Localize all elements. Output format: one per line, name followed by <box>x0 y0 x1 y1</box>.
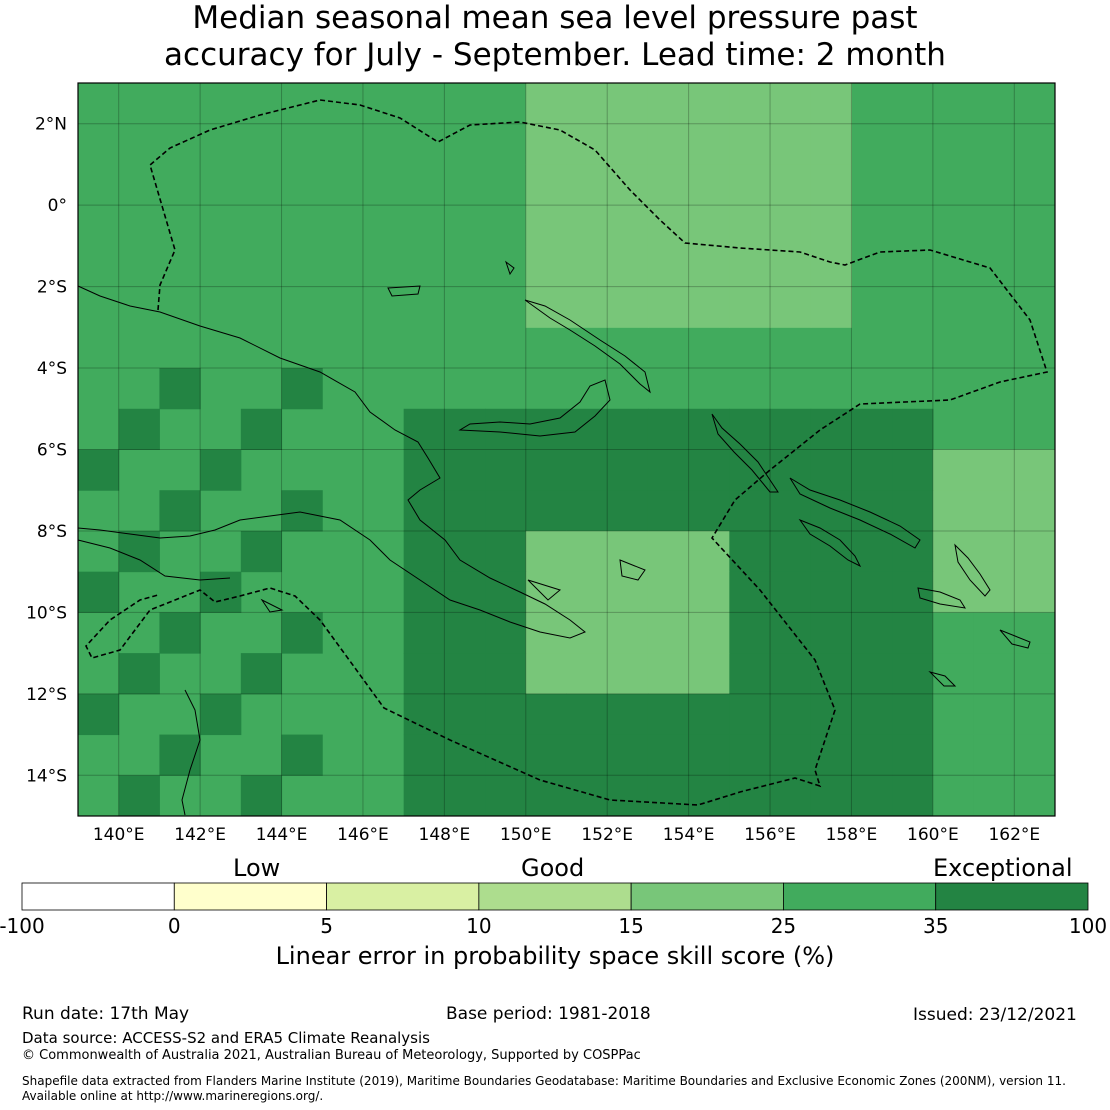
coastlines <box>77 260 1031 816</box>
lat-tick-label: 6°S <box>37 441 67 461</box>
lat-tick-label: 10°S <box>26 603 67 623</box>
colorbar-segment <box>478 882 632 911</box>
axis-tick-labels: 140°E 142°E 144°E 146°E 148°E 150°E 152°E 154°E… <box>26 115 1040 845</box>
colorbar-segment <box>783 882 937 911</box>
new-guinea-south-coast <box>77 539 231 581</box>
map-title: Median seasonal mean sea level pressure … <box>0 0 1110 74</box>
skill-score-map: 140°E 142°E 144°E 146°E 148°E 150°E 152°E 154°E… <box>26 82 1056 845</box>
map-gridlines <box>78 83 1055 816</box>
lon-tick-label: 156°E <box>744 825 796 845</box>
shapefile-credit-line-2: Available online at http://www.marinereg… <box>22 1089 324 1103</box>
lat-tick-label: 2°S <box>37 278 67 298</box>
legend-category-exceptional: Exceptional <box>933 854 1073 882</box>
colorbar-tick-label: 15 <box>618 914 643 938</box>
title-line-2: accuracy for July - September. Lead time… <box>164 37 946 73</box>
lon-tick-label: 146°E <box>337 825 389 845</box>
lon-tick-label: 148°E <box>419 825 471 845</box>
lat-tick-label: 12°S <box>26 685 67 705</box>
lat-tick-label: 14°S <box>26 766 67 786</box>
lon-tick-label: 150°E <box>500 825 552 845</box>
colorbar-tick-label: 0 <box>168 914 181 938</box>
lat-tick-label: 4°S <box>37 359 67 379</box>
map-frame <box>77 82 1056 817</box>
solomon-islands-coastline <box>789 477 921 549</box>
skill-grid-cells <box>78 83 1056 817</box>
new-britain-coastline <box>458 379 611 437</box>
colorbar-tick-label: 5 <box>320 914 333 938</box>
base-period: Base period: 1981-2018 <box>446 1004 651 1024</box>
colorbar-tick-label: 10 <box>466 914 491 938</box>
issued-date: Issued: 23/12/2021 <box>913 1005 1077 1025</box>
colorbar-segment <box>173 882 327 911</box>
lon-tick-label: 140°E <box>93 825 145 845</box>
lon-tick-label: 144°E <box>256 825 308 845</box>
colorbar-tick-label: -100 <box>0 914 45 938</box>
run-date: Run date: 17th May <box>22 1004 190 1024</box>
bougainville-coastline <box>711 413 779 493</box>
colorbar-title: Linear error in probability space skill … <box>275 942 835 970</box>
colorbar-segment <box>935 882 1089 911</box>
colorbar-segment <box>326 882 480 911</box>
eez-boundary <box>85 99 1049 806</box>
lon-tick-label: 152°E <box>581 825 633 845</box>
new-guinea-coastline <box>77 285 586 639</box>
colorbar-tick-label: 35 <box>923 914 948 938</box>
lon-tick-label: 142°E <box>174 825 226 845</box>
title-line-1: Median seasonal mean sea level pressure … <box>192 0 918 36</box>
colorbar-segment <box>630 882 784 911</box>
lat-tick-label: 8°S <box>37 522 67 542</box>
new-ireland-coastline <box>524 299 651 394</box>
lat-tick-label: 2°N <box>35 115 67 135</box>
colorbar: -100 0 5 10 15 25 35 100 <box>0 882 1107 938</box>
lon-tick-label: 162°E <box>988 825 1040 845</box>
lon-tick-label: 154°E <box>663 825 715 845</box>
legend-category-good: Good <box>521 854 585 882</box>
data-source: Data source: ACCESS-S2 and ERA5 Climate … <box>22 1029 430 1047</box>
legend-categories: Low Good Exceptional <box>0 854 1110 884</box>
colorbar-segment <box>21 882 175 911</box>
lon-tick-label: 158°E <box>826 825 878 845</box>
shapefile-credit-line-1: Shapefile data extracted from Flanders M… <box>22 1074 1066 1088</box>
lon-tick-label: 160°E <box>907 825 959 845</box>
colorbar-tick-label: 25 <box>771 914 796 938</box>
legend-category-low: Low <box>233 854 281 882</box>
cape-york-coastline <box>181 689 201 816</box>
colorbar-tick-label: 100 <box>1069 914 1107 938</box>
copyright: © Commonwealth of Australia 2021, Austra… <box>22 1048 641 1063</box>
lat-tick-label: 0° <box>48 196 67 216</box>
